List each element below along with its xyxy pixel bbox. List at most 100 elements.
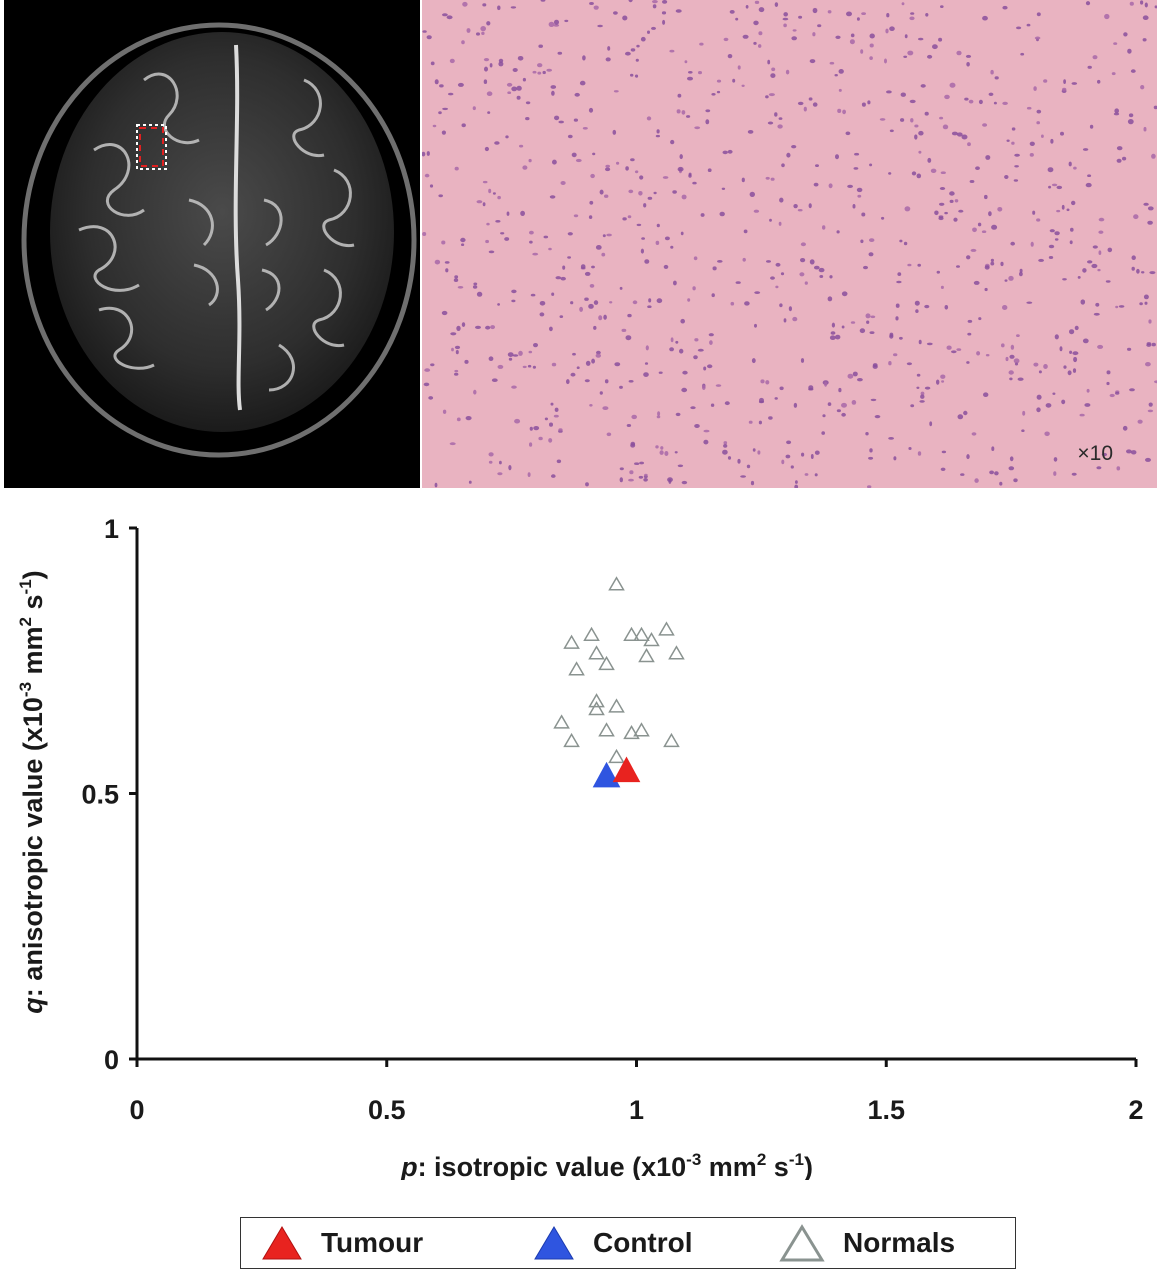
histology-nucleus (625, 51, 631, 56)
histology-nucleus (589, 2, 594, 5)
histology-nucleus (429, 184, 434, 188)
histology-nucleus (1026, 23, 1031, 27)
histology-nucleus (494, 141, 500, 145)
histology-nucleus (465, 416, 472, 421)
histology-nucleus (662, 19, 666, 25)
histology-nucleus (907, 263, 912, 267)
histology-nucleus (963, 410, 968, 416)
histology-nucleus (1142, 38, 1147, 42)
histology-nucleus (841, 325, 845, 329)
histology-nucleus (888, 437, 894, 440)
histology-nucleus (857, 194, 862, 198)
histology-nucleus (870, 315, 876, 319)
histology-nucleus (599, 391, 603, 395)
histology-nucleus (758, 44, 762, 48)
histology-nucleus (528, 350, 533, 354)
histology-nucleus (546, 68, 552, 72)
data-point-normals (633, 722, 650, 737)
histology-nucleus (662, 0, 668, 4)
histology-nucleus (487, 111, 491, 114)
histology-nucleus (508, 357, 513, 361)
histology-nucleus (982, 15, 988, 21)
histology-nucleus (822, 225, 826, 230)
histology-nucleus (920, 84, 926, 88)
histology-nucleus (590, 173, 595, 179)
histology-nucleus (1019, 268, 1023, 273)
histology-nucleus (754, 323, 757, 328)
histology-nucleus (798, 15, 803, 19)
histology-nucleus (870, 398, 877, 402)
histology-nucleus (872, 364, 878, 369)
histology-nucleus (482, 3, 487, 7)
histology-nucleus (1122, 425, 1128, 431)
histology-nucleus (1127, 48, 1132, 54)
histology-nucleus (652, 0, 658, 4)
histology-nucleus (991, 446, 995, 452)
histology-nucleus (1074, 325, 1079, 331)
histology-nucleus (1137, 419, 1143, 424)
histology-nucleus (703, 429, 710, 433)
histology-nucleus (889, 129, 894, 133)
histology-nucleus (829, 61, 835, 65)
x-tick-label: 1 (629, 1095, 644, 1125)
histology-nucleus (939, 202, 945, 206)
histology-nucleus (693, 256, 698, 261)
histology-nucleus (527, 472, 531, 477)
histology-nucleus (1097, 344, 1104, 349)
histology-nucleus (1085, 1, 1091, 6)
histology-nucleus (861, 212, 866, 217)
histology-nucleus (675, 340, 679, 344)
histology-nucleus (591, 358, 595, 364)
histology-nucleus (1009, 354, 1015, 359)
histology-nucleus (889, 332, 894, 337)
histology-nucleus (1128, 113, 1134, 118)
histology-nucleus (988, 211, 992, 217)
histology-nucleus (1143, 126, 1147, 132)
histology-nucleus (491, 378, 498, 383)
histology-nucleus (779, 303, 783, 308)
histology-nucleus (645, 345, 649, 351)
histology-nucleus (1061, 204, 1065, 210)
histology-nucleus (813, 182, 819, 187)
y-tick-label: 0 (104, 1045, 119, 1075)
histology-nucleus (551, 90, 555, 96)
histology-nucleus (593, 5, 599, 10)
histology-nucleus (655, 134, 660, 138)
histology-nucleus (588, 303, 594, 309)
histology-nucleus (754, 0, 760, 4)
histology-nucleus (605, 57, 611, 62)
histology-nucleus (551, 292, 555, 296)
histology-nucleus (732, 78, 736, 83)
data-point-normals (563, 732, 580, 748)
histology-nucleus (954, 199, 959, 203)
histology-nucleus (1017, 377, 1024, 381)
histology-nucleus (492, 192, 496, 195)
histology-nucleus (616, 161, 620, 165)
histology-nucleus (781, 163, 785, 168)
histology-nucleus (850, 321, 856, 324)
histology-nucleus (607, 46, 611, 51)
histology-nucleus (1087, 260, 1093, 264)
histology-nucleus (942, 124, 949, 130)
histology-nucleus (893, 456, 897, 461)
histology-nucleus (707, 168, 712, 172)
histology-nucleus (1009, 377, 1013, 381)
histology-nucleus (1101, 452, 1107, 457)
histology-nucleus (461, 322, 466, 327)
histology-nucleus (449, 442, 456, 446)
histology-nucleus (659, 450, 664, 455)
histology-nucleus (946, 345, 952, 350)
data-point-normals (608, 576, 625, 591)
histology-nucleus (1104, 13, 1110, 20)
histology-nucleus (909, 99, 916, 104)
histology-nucleus (1111, 72, 1116, 76)
histology-nucleus (759, 397, 764, 403)
histology-nucleus (956, 50, 962, 56)
histology-nucleus (641, 237, 645, 240)
histology-nucleus (716, 90, 721, 94)
histology-nucleus (439, 84, 444, 88)
histology-nucleus (506, 211, 510, 216)
histology-nucleus (655, 240, 660, 245)
histology-nucleus (940, 374, 946, 379)
histology-nucleus (920, 391, 925, 396)
